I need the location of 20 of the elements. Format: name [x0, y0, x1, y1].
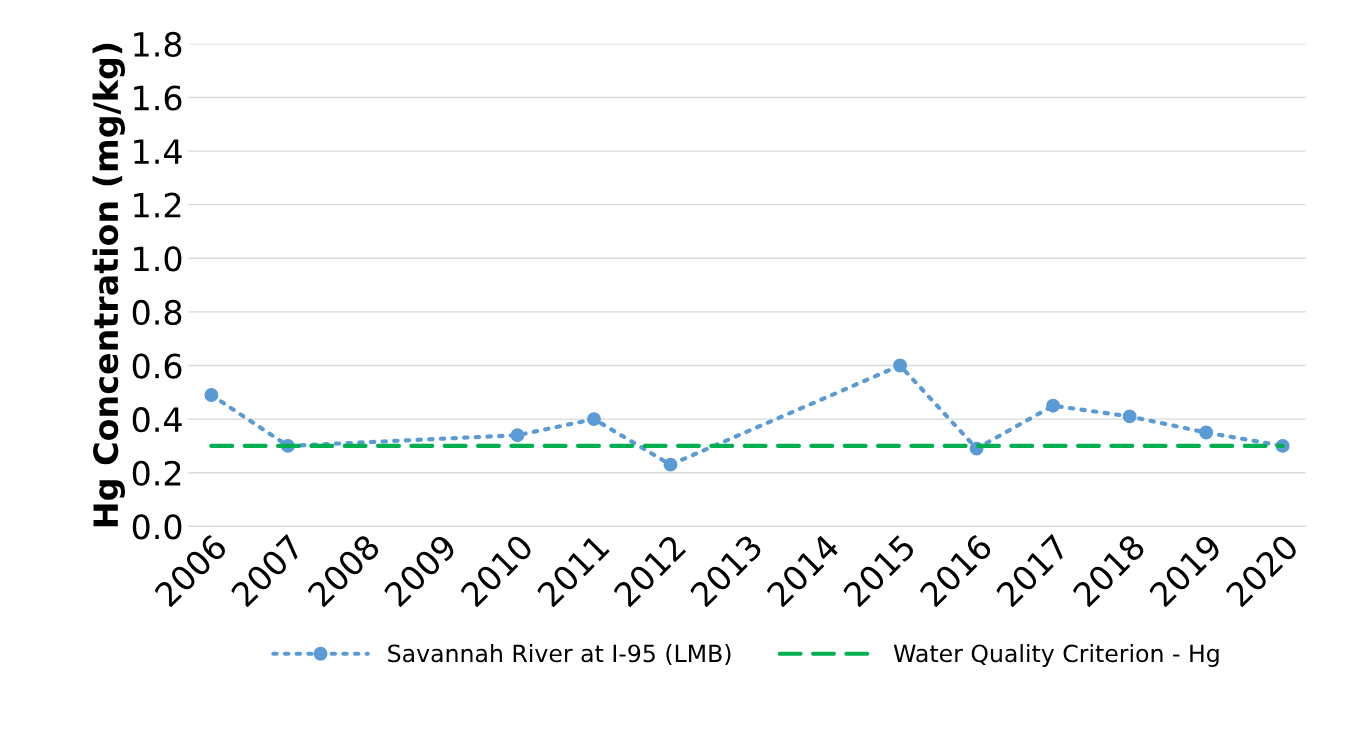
y-tick-label: 0.4	[132, 407, 182, 433]
legend-label: Savannah River at I-95 (LMB)	[388, 644, 731, 666]
point	[204, 388, 219, 402]
y-tick-label: 0.2	[132, 460, 181, 486]
y-axis-title: Hg Concentration (mg/kg)	[92, 43, 126, 527]
point	[1122, 409, 1137, 424]
y-tick-label: 1.2	[134, 192, 181, 218]
point	[510, 428, 525, 443]
y-tick-label: 1.8	[134, 31, 182, 57]
y-tick-label: 0.8	[132, 299, 182, 326]
point	[663, 457, 678, 472]
y-tick-label: 1.4	[134, 139, 182, 164]
point	[1046, 398, 1061, 413]
point	[587, 412, 601, 427]
legend-label: Water Quality Criterion - Hg	[893, 644, 1219, 667]
y-tick-label: 0.6	[132, 353, 182, 379]
point	[1199, 425, 1214, 440]
y-tick-label: 1.0	[134, 246, 182, 272]
point	[893, 358, 908, 373]
y-tick-label: 1.6	[134, 85, 182, 111]
